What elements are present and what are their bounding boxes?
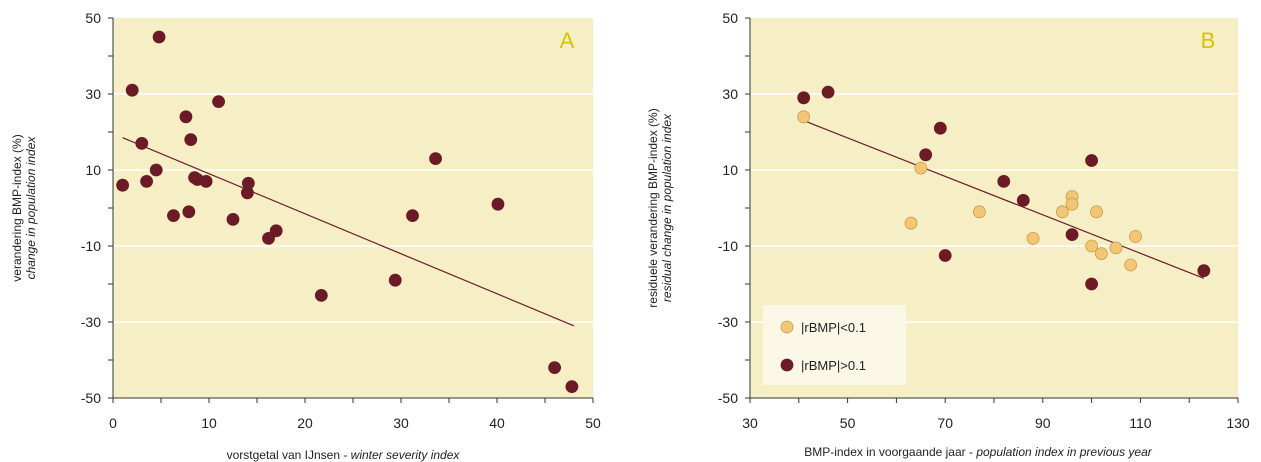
data-point-dark [429,152,442,166]
y-tick-label: -10 [81,238,101,254]
y-tick-label: -10 [718,238,738,254]
data-point-dark [241,176,255,190]
x-tick-label: 20 [297,415,313,431]
data-point-light [972,205,986,219]
y-tick-label: -30 [718,314,738,330]
data-point-dark [199,174,213,188]
data-point-dark [406,209,419,223]
legend-box [763,305,906,385]
trend-line [803,120,1205,279]
data-point-dark [152,30,166,44]
data-point-light [904,216,918,230]
data-point-dark [491,197,505,211]
y-axis-label-italic: residual change in population index [660,113,674,302]
data-point-dark [933,121,947,135]
x-axis-label: vorstgetal van IJnsen - winter severity … [227,448,461,462]
x-tick-label: 30 [393,415,409,431]
x-axis-label-italic: population index in previous year [975,445,1152,459]
data-point-light [1129,230,1142,243]
data-point-dark [997,174,1011,188]
x-tick-label: 90 [1035,415,1051,431]
data-point-light [1026,231,1040,245]
x-tick-label: 0 [109,415,117,431]
y-tick-label: 50 [722,10,738,26]
data-point-light [914,161,928,175]
y-tick-label: 10 [722,162,738,178]
y-axis-label: verandering BMP-index (%) [10,134,24,281]
data-point-dark [1085,277,1098,291]
data-point-dark [116,178,129,192]
x-tick-label: 50 [840,415,856,431]
y-tick-label: -50 [81,390,101,406]
y-tick-label: -30 [81,314,101,330]
x-axis-label: BMP-index in voorgaande jaar - populatio… [804,445,1153,459]
data-point-dark [565,380,579,394]
x-tick-label: 70 [937,415,953,431]
data-point-light [1090,205,1103,219]
data-point-dark [140,174,154,188]
y-tick-label: 50 [85,10,101,26]
data-point-light [1094,247,1108,261]
data-point-light [1065,197,1079,211]
data-point-dark [226,212,240,226]
legend-label: |rBMP|<0.1 [801,320,866,335]
y-tick-label: 30 [722,86,738,102]
data-point-dark [314,288,328,302]
data-point-dark [1085,154,1098,167]
data-point-dark [1016,193,1030,207]
panel-letter: A [560,28,575,53]
x-tick-label: 130 [1226,415,1250,431]
data-point-dark [149,163,163,177]
legend-marker [780,320,794,334]
data-point-light [1055,205,1069,219]
legend-label: |rBMP|>0.1 [801,358,866,373]
data-point-dark [167,209,180,223]
data-point-dark [797,91,811,105]
data-point-dark [1065,228,1079,242]
y-axis-label: residuele verandering BMP-index (%) [646,108,660,307]
data-point-dark [919,148,933,162]
data-point-dark [269,224,283,238]
legend-marker [780,358,794,372]
x-axis-label-main: vorstgetal van IJnsen - [227,448,351,462]
data-point-dark [182,205,196,219]
x-tick-label: 40 [489,415,505,431]
x-tick-label: 110 [1129,415,1152,431]
x-tick-label: 30 [742,415,758,431]
x-tick-label: 50 [585,415,601,431]
data-point-light [1085,239,1098,253]
data-point-dark [212,95,226,108]
y-axis-label-italic: change in population index [24,136,38,280]
y-tick-label: 30 [85,86,101,102]
chart-panel-a: 50 30 10 -10 -30 -50 0 10 20 30 40 50 verandering BM… [10,10,601,462]
panel-letter: B [1201,28,1216,53]
data-point-dark [135,136,149,150]
data-point-light [1109,241,1123,255]
data-point-dark [262,231,275,245]
x-tick-label: 10 [201,415,217,431]
data-point-dark [125,83,139,97]
y-tick-label: 10 [85,162,101,178]
data-point-dark [821,85,835,99]
data-point-dark [1197,264,1211,278]
data-point-light [1124,258,1138,272]
data-point-light [797,110,811,124]
data-point-dark [184,133,198,147]
y-tick-label: -50 [718,390,738,406]
trend-line [122,137,575,327]
x-axis-label-italic: winter severity index [351,448,461,462]
data-point-dark [548,361,561,375]
data-point-dark [938,249,952,262]
data-point-dark [179,110,193,124]
data-point-dark [388,273,402,287]
x-axis-label-main: BMP-index in voorgaande jaar - [804,445,976,459]
